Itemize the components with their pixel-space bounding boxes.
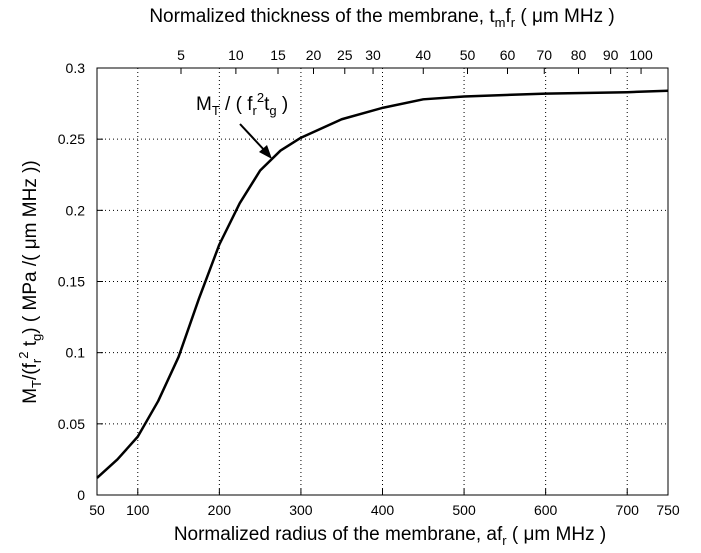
annotation: MT / ( fr2tg ): [196, 90, 288, 118]
annotation-part: g: [269, 103, 276, 118]
annotation-arrowhead: [259, 145, 272, 159]
y-tick-label: 0.3: [66, 60, 86, 76]
x2-tick-label: 90: [603, 47, 619, 63]
y-axis-label: MT/(fr2 tg) ( MPa /( μm MHz )): [16, 160, 44, 404]
y-label-part: M: [20, 388, 41, 404]
x-label-part: Normalized radius of the membrane, af: [174, 524, 503, 545]
data-line: [96, 89, 669, 479]
x2-tick-label: 20: [306, 47, 322, 63]
x2-tick-label: 80: [571, 47, 587, 63]
y-label-part: r: [29, 358, 44, 363]
annotation-part: 2: [257, 90, 264, 105]
annotation-arrow: [239, 123, 267, 153]
annotation-part: / ( f: [220, 94, 253, 115]
x2-tick-label: 70: [536, 47, 552, 63]
annotation-part: T: [212, 103, 220, 118]
x2-tick-label: 50: [460, 47, 476, 63]
x2-tick-label: 15: [270, 47, 286, 63]
y-label-part: 2: [16, 352, 31, 359]
x2-tick-label: 5: [177, 47, 185, 63]
x-tick-label: 400: [371, 502, 395, 518]
annotation-part: M: [196, 94, 212, 115]
x-tick-label: 50: [89, 502, 105, 518]
x2-tick-label: 30: [365, 47, 381, 63]
x2-label-part: m: [495, 15, 506, 30]
x-axis-label: Normalized radius of the membrane, afr (…: [174, 524, 606, 548]
x2-tick-label: 100: [629, 47, 653, 63]
x2-tick-label: 60: [500, 47, 516, 63]
x-label-part: r: [502, 533, 507, 548]
y-tick-label: 0: [77, 487, 85, 503]
y-label-part: T: [29, 380, 44, 388]
x2-tick-label: 40: [415, 47, 431, 63]
y-tick-label: 0.2: [66, 202, 86, 218]
x2-label-part: Normalized thickness of the membrane, t: [149, 6, 495, 27]
y-tick-label: 0.05: [58, 416, 85, 432]
y-label-part: g: [29, 334, 44, 341]
x-tick-label: 750: [656, 502, 680, 518]
x2-tick-label: 25: [337, 47, 353, 63]
x-label-part: ( μm MHz ): [507, 524, 607, 545]
y-tick-label: 0.15: [58, 274, 85, 290]
x-tick-label: 700: [616, 502, 640, 518]
x-tick-label: 600: [534, 502, 558, 518]
x-tick-label: 200: [208, 502, 232, 518]
plot-frame: [96, 67, 669, 496]
annotation-part: ): [277, 94, 289, 115]
x2-tick-label: 10: [228, 47, 244, 63]
annotation-part: r: [253, 103, 258, 118]
x-tick-label: 100: [126, 502, 150, 518]
x2-label-part: r: [511, 15, 516, 30]
y-tick-label: 0.25: [58, 131, 85, 147]
y-label-part: ) ( MPa /( μm MHz )): [20, 160, 41, 333]
annotation-part: t: [264, 94, 270, 115]
y-label-part: t: [20, 340, 41, 351]
y-label-part: /(f: [20, 362, 41, 380]
x-tick-label: 500: [452, 502, 476, 518]
x2-label-part: f: [505, 6, 511, 27]
x2-axis-label: Normalized thickness of the membrane, tm…: [149, 6, 614, 30]
x-tick-label: 300: [289, 502, 313, 518]
y-tick-label: 0.1: [66, 345, 86, 361]
x2-label-part: ( μm MHz ): [515, 6, 615, 27]
